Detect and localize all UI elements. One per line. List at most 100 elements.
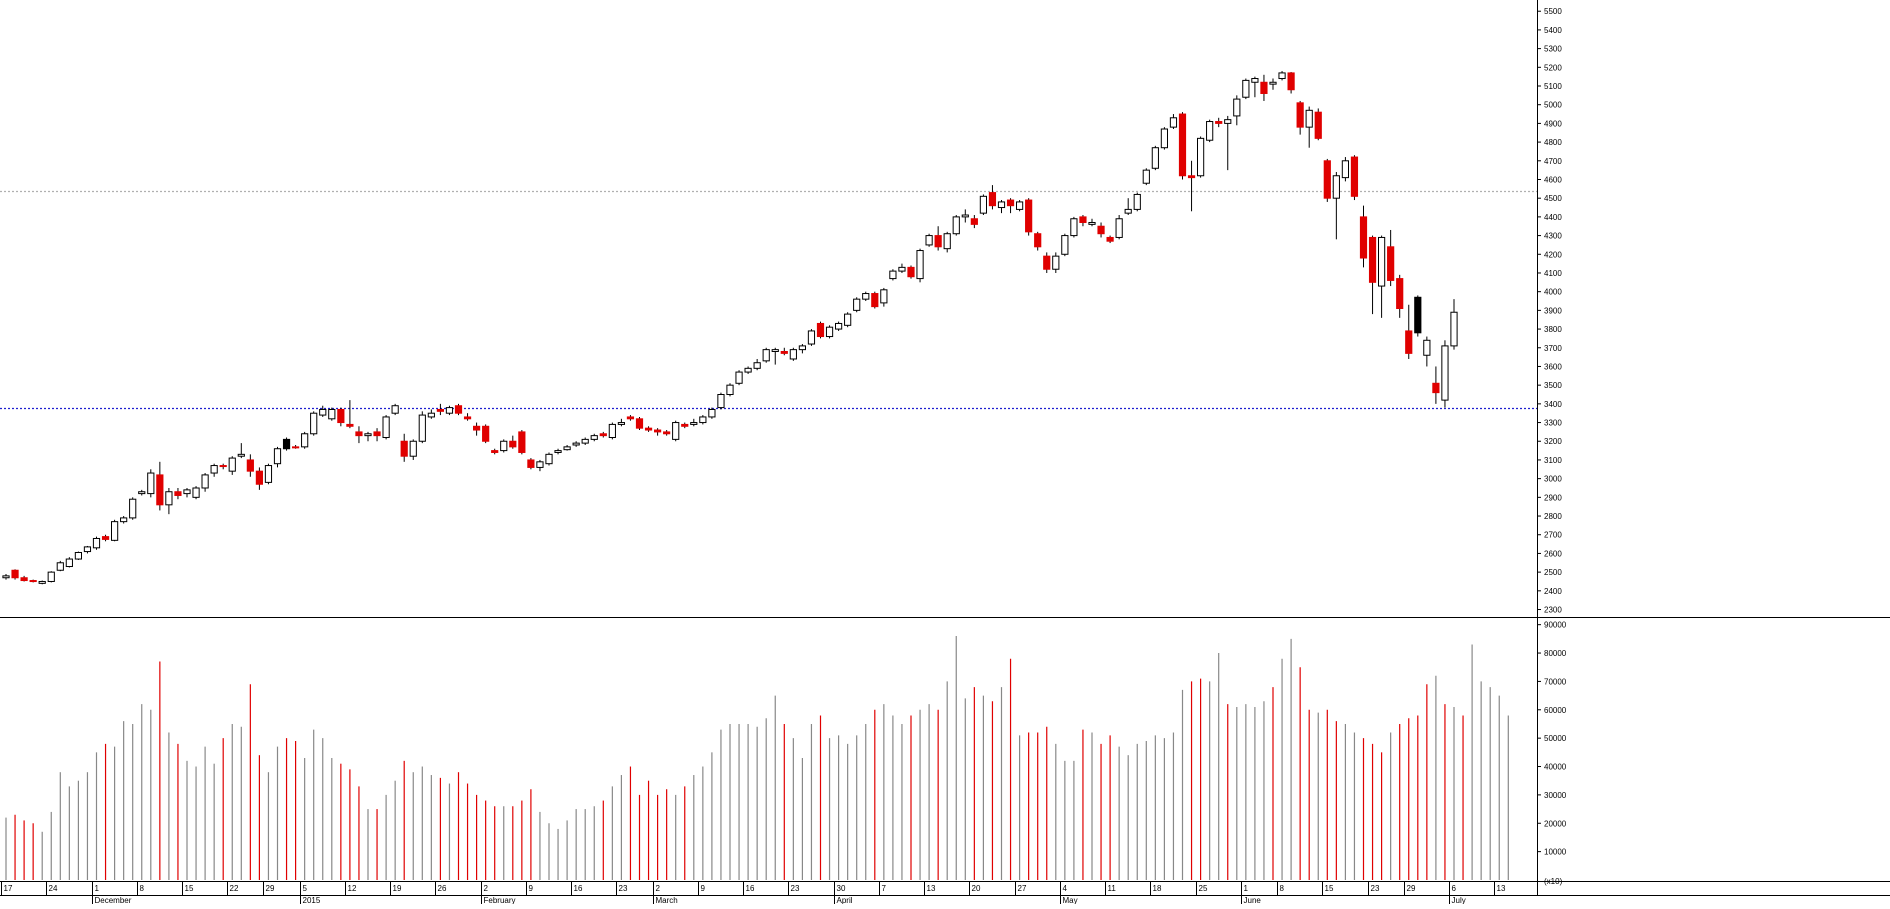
- candle: [1016, 200, 1024, 212]
- candle-body: [835, 322, 843, 330]
- candle: [1242, 78, 1250, 100]
- candle-body: [138, 491, 146, 495]
- candle: [690, 418, 698, 427]
- candle-body: [2, 575, 10, 579]
- candle: [454, 403, 463, 416]
- candle-body: [970, 218, 978, 225]
- volume-unit-label: (x10): [1544, 877, 1563, 886]
- candle: [744, 366, 752, 374]
- candle-body: [672, 422, 680, 440]
- candle-body: [74, 551, 83, 560]
- candle-body: [1016, 201, 1024, 210]
- date-tick-label: 5: [303, 884, 308, 893]
- candle-body: [753, 362, 761, 369]
- candle-body: [1070, 218, 1078, 237]
- candle-body: [1269, 81, 1277, 85]
- date-tick-label: 9: [701, 884, 706, 893]
- candle: [201, 473, 209, 492]
- candle: [301, 431, 309, 449]
- candle-body: [1215, 121, 1223, 124]
- candle-body: [518, 431, 526, 453]
- candle: [1396, 274, 1404, 318]
- candle: [771, 347, 779, 365]
- date-tick-label: 18: [1153, 884, 1162, 893]
- candle: [1378, 235, 1386, 318]
- date-tick-label: 12: [348, 884, 357, 893]
- candle-body: [853, 298, 861, 311]
- candle-body: [1341, 160, 1350, 179]
- price-tick-label: 5500: [1544, 7, 1562, 16]
- candle-body: [889, 270, 897, 280]
- candle-body: [961, 214, 969, 218]
- candle-body: [382, 416, 390, 439]
- candle: [1323, 158, 1331, 202]
- candle: [38, 580, 46, 585]
- candle: [491, 448, 499, 455]
- date-tick-label: 1: [95, 884, 100, 893]
- candle: [373, 428, 381, 442]
- candle-body: [1025, 199, 1033, 233]
- candle-body: [1197, 137, 1205, 177]
- candle: [907, 265, 915, 279]
- candle-body: [545, 453, 553, 465]
- candle-body: [1287, 72, 1295, 91]
- candle-body: [825, 326, 834, 338]
- candle-body: [1387, 246, 1395, 281]
- date-tick-label: 9: [529, 884, 534, 893]
- candle: [1043, 252, 1051, 273]
- month-label: March: [656, 896, 678, 904]
- candle: [1305, 106, 1313, 148]
- candle-body: [273, 448, 282, 465]
- candle-body: [1296, 102, 1304, 128]
- candle: [1006, 198, 1015, 214]
- candle-body: [454, 405, 463, 414]
- candle-body: [255, 470, 263, 485]
- candle: [310, 411, 318, 436]
- candle: [590, 433, 598, 442]
- candle: [445, 405, 454, 416]
- candle-body: [898, 266, 906, 272]
- candle: [1151, 145, 1159, 171]
- candle-body: [1233, 98, 1241, 117]
- candle: [364, 431, 372, 442]
- candle: [111, 519, 119, 542]
- candle-body: [1097, 225, 1105, 235]
- candle: [871, 291, 879, 309]
- candle-body: [246, 459, 254, 472]
- candle: [1133, 192, 1141, 212]
- price-tick-label: 2700: [1544, 531, 1562, 540]
- candle: [726, 383, 734, 397]
- candle-body: [744, 367, 752, 373]
- candle-body: [1323, 160, 1331, 199]
- candle: [56, 560, 64, 572]
- price-tick-label: 4000: [1544, 288, 1562, 297]
- candle-body: [1178, 113, 1187, 177]
- candle: [138, 489, 146, 496]
- candle-body: [862, 293, 870, 300]
- candle: [2, 573, 10, 580]
- candle-body: [373, 431, 381, 437]
- candle: [789, 347, 797, 361]
- candle-body: [436, 408, 444, 412]
- candle-body: [491, 450, 499, 453]
- candle-body: [1124, 208, 1132, 214]
- date-tick-label: 29: [266, 884, 275, 893]
- candle-body: [663, 431, 671, 435]
- candle-body: [780, 351, 788, 354]
- candle: [382, 415, 390, 440]
- candle: [120, 516, 128, 524]
- candle-body: [111, 521, 119, 541]
- candle-body: [1251, 78, 1259, 83]
- candle: [961, 209, 969, 223]
- candle: [1260, 74, 1268, 101]
- candle: [970, 215, 978, 229]
- date-tick-label: 24: [49, 884, 58, 893]
- candle: [862, 291, 870, 302]
- candle-body: [56, 562, 64, 571]
- price-tick-label: 5300: [1544, 45, 1562, 54]
- candle: [1287, 71, 1295, 94]
- candle: [11, 569, 19, 580]
- price-tick-label: 2600: [1544, 549, 1562, 558]
- price-tick-label: 4400: [1544, 213, 1562, 222]
- candle-body: [355, 431, 363, 437]
